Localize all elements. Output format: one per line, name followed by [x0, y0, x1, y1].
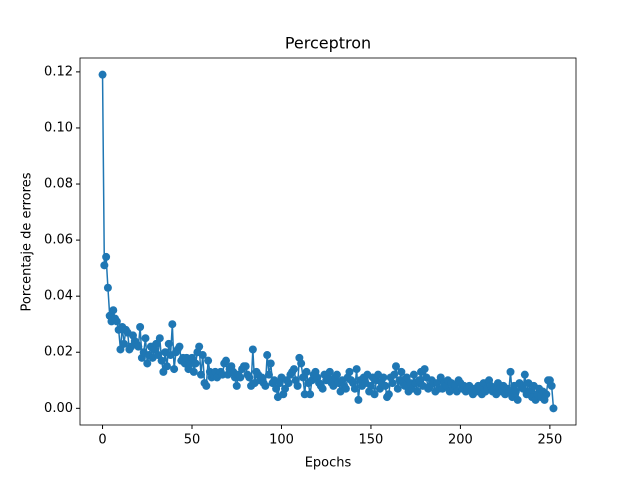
data-point	[196, 370, 205, 379]
data-point	[195, 342, 204, 351]
data-point	[542, 390, 551, 399]
x-tick-label: 250	[537, 433, 562, 448]
data-point	[102, 252, 111, 261]
data-point	[189, 367, 198, 376]
data-point	[103, 283, 112, 292]
y-axis-label: Porcentaje de errores	[20, 172, 35, 311]
x-tick-label: 150	[359, 433, 384, 448]
data-point	[98, 70, 107, 79]
y-tick-label: 0.04	[44, 289, 73, 304]
data-point	[409, 370, 418, 379]
data-point	[390, 370, 399, 379]
y-tick-label: 0.06	[44, 233, 73, 248]
data-point	[263, 351, 272, 360]
data-point	[198, 351, 207, 360]
y-tick-label: 0.10	[44, 120, 73, 135]
data-point	[381, 381, 390, 390]
data-point	[547, 381, 556, 390]
data-point	[354, 395, 363, 404]
data-point	[112, 317, 121, 326]
data-point	[109, 306, 118, 315]
x-tick-label: 0	[98, 433, 106, 448]
data-point	[306, 390, 315, 399]
data-point	[248, 345, 257, 354]
data-point	[284, 379, 293, 388]
data-point	[345, 367, 354, 376]
data-point	[175, 342, 184, 351]
y-tick-label: 0.00	[44, 401, 73, 416]
data-point	[168, 320, 177, 329]
data-point	[120, 339, 129, 348]
data-point	[370, 390, 379, 399]
data-point	[384, 390, 393, 399]
data-point	[202, 381, 211, 390]
data-point	[388, 379, 397, 388]
data-point	[241, 362, 250, 371]
data-point	[513, 395, 522, 404]
data-point	[506, 367, 515, 376]
data-point	[297, 359, 306, 368]
data-point	[341, 384, 350, 393]
data-point	[155, 334, 164, 343]
data-point	[379, 373, 388, 382]
x-tick-label: 50	[184, 433, 201, 448]
data-point	[302, 367, 311, 376]
data-point	[266, 359, 275, 368]
data-point	[511, 387, 520, 396]
x-tick-label: 200	[448, 433, 473, 448]
data-point	[350, 384, 359, 393]
data-point	[549, 404, 558, 413]
data-point	[520, 370, 529, 379]
chart-title: Perceptron	[285, 34, 371, 53]
x-axis-label: Epochs	[305, 456, 352, 471]
data-point	[170, 365, 179, 374]
data-point	[134, 342, 143, 351]
data-point	[162, 362, 171, 371]
y-tick-label: 0.02	[44, 345, 73, 360]
data-point	[318, 384, 327, 393]
data-point	[143, 359, 152, 368]
data-point	[352, 365, 361, 374]
data-point	[164, 339, 173, 348]
data-point	[245, 373, 254, 382]
data-point	[141, 334, 150, 343]
data-point	[293, 381, 302, 390]
data-point	[366, 381, 375, 390]
data-point	[391, 362, 400, 371]
data-point	[236, 373, 245, 382]
data-point	[290, 365, 299, 374]
data-point	[420, 365, 429, 374]
data-point	[397, 367, 406, 376]
data-point	[204, 356, 213, 365]
data-point	[136, 323, 145, 332]
data-point	[191, 359, 200, 368]
data-point	[332, 370, 341, 379]
y-tick-label: 0.12	[44, 64, 73, 79]
data-point	[325, 367, 334, 376]
y-tick-label: 0.08	[44, 177, 73, 192]
data-point	[100, 261, 109, 270]
data-point	[393, 384, 402, 393]
x-tick-label: 100	[269, 433, 294, 448]
data-point	[157, 356, 166, 365]
data-point	[264, 370, 273, 379]
data-point	[413, 387, 422, 396]
plot-frame	[79, 57, 577, 426]
data-point	[232, 381, 241, 390]
data-point	[261, 381, 270, 390]
data-point	[222, 356, 231, 365]
